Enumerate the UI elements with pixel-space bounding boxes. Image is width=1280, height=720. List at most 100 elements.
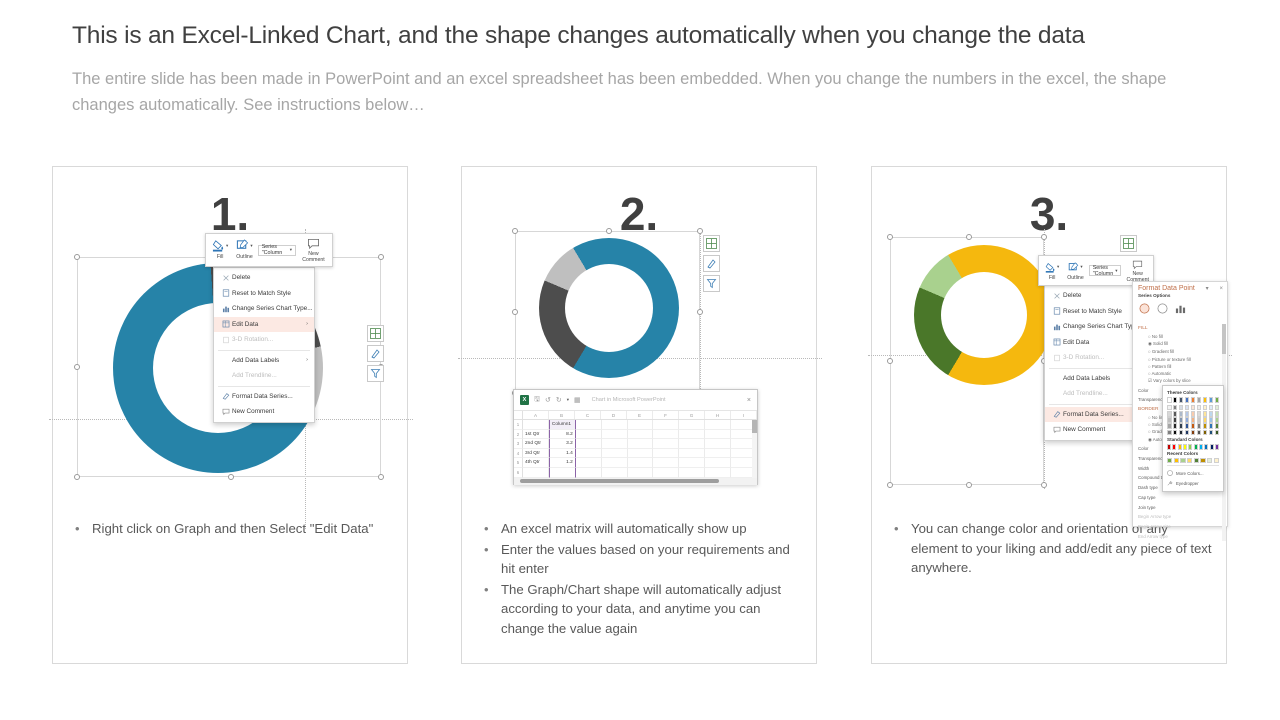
- menu-item-reset-to-match-style[interactable]: Reset to Match Style: [214, 286, 314, 302]
- series-select[interactable]: Series "Column ▾: [257, 244, 296, 256]
- outline-caret-icon[interactable]: ▾: [250, 242, 253, 248]
- table-cell[interactable]: [627, 458, 654, 468]
- color-swatch[interactable]: [1202, 417, 1208, 423]
- table-cell[interactable]: [705, 429, 732, 440]
- menu-item-change-series-chart-type[interactable]: Change Series Chart Type...: [1045, 319, 1144, 335]
- color-swatch[interactable]: [1180, 457, 1186, 464]
- chart-styles-button[interactable]: [703, 255, 720, 272]
- close-icon[interactable]: ×: [746, 396, 751, 404]
- color-swatch[interactable]: [1178, 397, 1184, 403]
- resize-handle-ne[interactable]: [378, 254, 384, 260]
- table-cell[interactable]: [653, 458, 680, 468]
- table-cell[interactable]: [627, 429, 654, 440]
- menu-item-edit-data[interactable]: Edit Data›: [1045, 335, 1141, 351]
- table-cell[interactable]: [575, 458, 602, 468]
- resize-handle-sw[interactable]: [887, 482, 893, 488]
- color-swatch[interactable]: [1214, 429, 1220, 436]
- outline-button[interactable]: ▾ Outline: [1064, 258, 1086, 283]
- color-swatch[interactable]: [1167, 417, 1172, 423]
- pane-scrollbar[interactable]: [1222, 324, 1226, 542]
- excel-horizontal-scrollbar[interactable]: [514, 477, 757, 485]
- resize-handle-sw[interactable]: [74, 474, 80, 480]
- series-options-tab-icon[interactable]: [1175, 301, 1186, 319]
- table-cell[interactable]: [575, 439, 602, 449]
- border-field-compound-type[interactable]: Compound type: [1138, 475, 1169, 481]
- table-cell[interactable]: [601, 467, 628, 478]
- color-swatch[interactable]: [1196, 410, 1202, 417]
- row-header[interactable]: 4: [514, 448, 523, 459]
- menu-item-delete[interactable]: Delete: [214, 270, 314, 286]
- table-cell[interactable]: [705, 448, 732, 459]
- context-menu-1[interactable]: Delete Reset to Match Style Change Series …: [213, 267, 315, 423]
- table-cell[interactable]: 3rd Qtr: [523, 448, 549, 459]
- fill-button[interactable]: ▾ Fill: [1042, 258, 1062, 283]
- row-header[interactable]: 1: [514, 420, 523, 430]
- table-cell[interactable]: [679, 448, 706, 459]
- menu-item-reset-to-match-style[interactable]: Reset to Match Style: [1045, 304, 1141, 320]
- resize-handle-ne[interactable]: [1041, 234, 1047, 240]
- undo-icon[interactable]: ↺: [544, 397, 551, 404]
- color-swatch[interactable]: [1178, 404, 1184, 411]
- outline-caret-icon[interactable]: ▾: [1080, 264, 1083, 269]
- color-swatch[interactable]: [1214, 410, 1220, 417]
- color-swatch[interactable]: [1167, 410, 1172, 417]
- border-field-dash-type[interactable]: Dash type: [1138, 485, 1158, 491]
- menu-item-format-data-series[interactable]: Format Data Series...: [214, 389, 314, 405]
- column-header[interactable]: D: [601, 411, 627, 419]
- more-colors-item[interactable]: More Colors...: [1167, 468, 1219, 478]
- close-icon[interactable]: ×: [1219, 285, 1223, 292]
- menu-item-change-series-chart-type[interactable]: Change Series Chart Type...: [214, 301, 314, 317]
- color-swatch[interactable]: [1204, 444, 1209, 450]
- menu-item-add-data-labels[interactable]: Add Data Labels›: [1045, 371, 1141, 387]
- chart-elements-button[interactable]: [1120, 235, 1137, 252]
- resize-handle-n[interactable]: [966, 234, 972, 240]
- border-option-automatic[interactable]: ◉ Automatic: [1148, 436, 1173, 442]
- fill-option-gradient-fill[interactable]: ○ Gradient fill: [1148, 349, 1175, 355]
- table-cell[interactable]: [627, 448, 654, 459]
- table-cell[interactable]: [627, 420, 654, 430]
- save-icon[interactable]: 🖫: [534, 395, 540, 403]
- color-swatch[interactable]: [1196, 404, 1202, 411]
- resize-handle-w[interactable]: [74, 364, 80, 370]
- column-header[interactable]: F: [653, 411, 679, 419]
- color-swatch[interactable]: [1178, 417, 1184, 423]
- column-header[interactable]: B: [549, 411, 575, 419]
- color-swatch[interactable]: [1172, 423, 1178, 429]
- fill-option-vary-colors-by-slice[interactable]: ☑ Vary colors by slice: [1148, 378, 1191, 384]
- table-cell[interactable]: [627, 439, 654, 449]
- color-swatch[interactable]: [1214, 423, 1220, 429]
- resize-handle-se[interactable]: [1041, 482, 1047, 488]
- border-field-join-type[interactable]: Join type: [1138, 504, 1156, 510]
- standard-colors-row[interactable]: [1167, 444, 1220, 450]
- color-swatch[interactable]: [1190, 404, 1196, 411]
- color-swatch[interactable]: [1172, 404, 1178, 411]
- fill-button[interactable]: ▾ Fill: [209, 236, 231, 264]
- color-swatch[interactable]: [1184, 410, 1190, 417]
- table-cell[interactable]: [679, 420, 706, 430]
- border-field-begin-arrow-size[interactable]: Begin Arrow size: [1138, 524, 1171, 530]
- doughnut-chart-3[interactable]: [914, 245, 1054, 385]
- new-comment-button[interactable]: New Comment: [298, 236, 329, 264]
- color-swatch[interactable]: [1167, 429, 1172, 436]
- table-cell[interactable]: [601, 429, 628, 440]
- table-cell[interactable]: 1st Qtr: [523, 429, 549, 440]
- color-swatch[interactable]: [1172, 429, 1178, 436]
- color-swatch[interactable]: [1167, 404, 1172, 411]
- resize-handle-e[interactable]: [697, 309, 703, 315]
- chart-filters-button[interactable]: [703, 275, 720, 292]
- excel-window[interactable]: X 🖫 ↺ ↻ ▾ ▦ Chart in Microsoft PowerPoin…: [513, 389, 758, 485]
- color-swatch[interactable]: [1199, 444, 1204, 450]
- series-select[interactable]: Series "Column ▾: [1088, 265, 1122, 277]
- table-cell[interactable]: [575, 429, 602, 440]
- menu-item-delete[interactable]: Delete: [1045, 288, 1141, 304]
- color-swatch[interactable]: [1208, 410, 1214, 417]
- resize-handle-ne[interactable]: [697, 228, 703, 234]
- menu-item-format-data-series[interactable]: Format Data Series...: [1045, 406, 1141, 422]
- color-swatch[interactable]: [1190, 429, 1196, 436]
- column-header[interactable]: H: [705, 411, 731, 419]
- table-cell[interactable]: [679, 439, 706, 449]
- color-swatch[interactable]: [1184, 423, 1190, 429]
- eyedropper-item[interactable]: Eyedropper: [1167, 478, 1219, 488]
- table-icon[interactable]: ▦: [573, 397, 581, 404]
